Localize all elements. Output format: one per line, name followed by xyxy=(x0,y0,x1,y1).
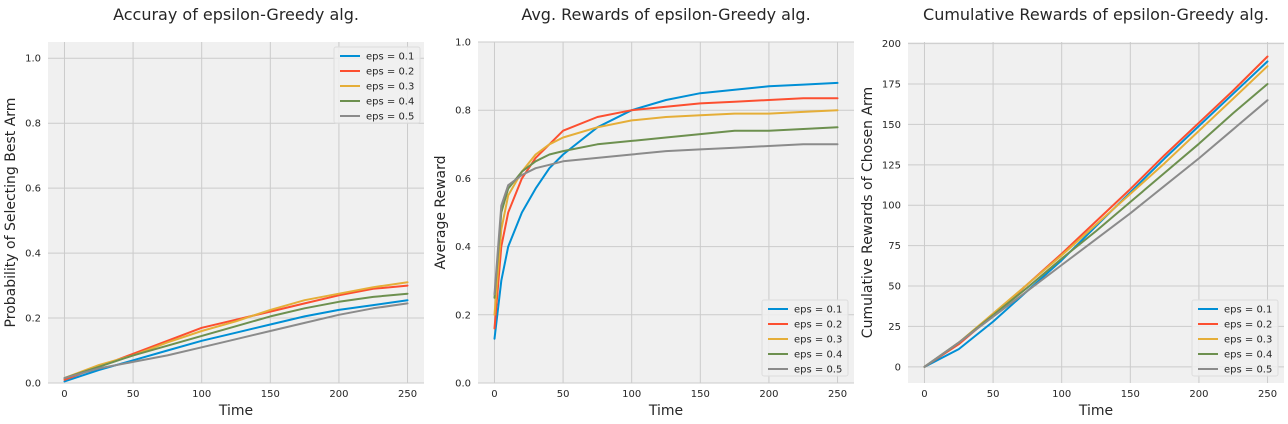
legend-label: eps = 0.5 xyxy=(366,112,414,123)
legend-label: eps = 0.3 xyxy=(794,335,842,346)
y-tick-label: 0.0 xyxy=(455,379,471,390)
legend-box xyxy=(333,46,421,124)
x-tick-label: 250 xyxy=(828,389,847,400)
x-tick-label: 150 xyxy=(261,389,280,400)
y-tick-label: 0.8 xyxy=(25,119,41,130)
legend-label: eps = 0.4 xyxy=(794,350,842,361)
x-tick-label: 250 xyxy=(1258,389,1277,400)
y-tick-label: 0.0 xyxy=(25,379,41,390)
series-line-5 xyxy=(63,302,409,380)
y-tick-label: 125 xyxy=(882,160,901,171)
y-tick-label: 0.4 xyxy=(25,249,41,260)
legend-label: eps = 0.2 xyxy=(794,320,842,331)
y-tick-label: 0.2 xyxy=(25,314,41,325)
chart-title: Accuray of epsilon-Greedy alg. xyxy=(113,5,359,24)
x-tick-label: 200 xyxy=(759,389,778,400)
series-line-4 xyxy=(63,292,409,380)
y-tick-label: 0.2 xyxy=(455,310,471,321)
series-line-2 xyxy=(493,97,839,330)
x-tick-label: 200 xyxy=(329,389,348,400)
y-tick-label: 175 xyxy=(882,80,901,91)
y-tick-label: 25 xyxy=(888,322,901,333)
legend-label: eps = 0.4 xyxy=(1224,350,1272,361)
x-tick-label: 150 xyxy=(1121,389,1140,400)
legend-box xyxy=(1191,299,1279,377)
y-tick-label: 100 xyxy=(882,201,901,212)
y-tick-label: 150 xyxy=(882,120,901,131)
x-tick-label: 100 xyxy=(622,389,641,400)
x-tick-label: 250 xyxy=(398,389,417,400)
x-tick-label: 50 xyxy=(557,389,570,400)
x-tick-label: 0 xyxy=(61,389,67,400)
legend-label: eps = 0.2 xyxy=(1224,320,1272,331)
y-tick-label: 50 xyxy=(888,282,901,293)
legend-label: eps = 0.5 xyxy=(1224,365,1272,376)
legend-label: eps = 0.5 xyxy=(794,365,842,376)
y-tick-label: 0.6 xyxy=(25,184,41,195)
legend-box xyxy=(761,299,849,377)
y-tick-label: 1.0 xyxy=(25,54,41,65)
y-tick-label: 1.0 xyxy=(455,38,471,49)
legend-label: eps = 0.1 xyxy=(366,52,414,63)
x-tick-label: 200 xyxy=(1189,389,1208,400)
legend-label: eps = 0.2 xyxy=(366,67,414,78)
x-tick-label: 50 xyxy=(127,389,140,400)
y-tick-label: 0 xyxy=(895,362,901,373)
x-axis-label: Time xyxy=(648,403,683,419)
series-line-5 xyxy=(923,99,1269,368)
legend-label: eps = 0.1 xyxy=(794,305,842,316)
x-tick-label: 50 xyxy=(987,389,1000,400)
x-tick-label: 0 xyxy=(921,389,927,400)
legend: eps = 0.1 eps = 0.2 eps = 0.3 eps = 0.4 eps … xyxy=(333,46,421,124)
legend-label: eps = 0.1 xyxy=(1224,305,1272,316)
x-tick-label: 0 xyxy=(491,389,497,400)
x-tick-label: 150 xyxy=(691,389,710,400)
series-line-3 xyxy=(493,109,839,316)
legend-label: eps = 0.3 xyxy=(1224,335,1272,346)
legend: eps = 0.1 eps = 0.2 eps = 0.3 eps = 0.4 eps … xyxy=(1191,299,1279,377)
y-tick-label: 0.8 xyxy=(455,106,471,117)
x-axis-label: Time xyxy=(1078,403,1113,419)
chart-title: Avg. Rewards of epsilon-Greedy alg. xyxy=(521,5,810,24)
y-axis-label: Cumulative Rewards of Chosen Arm xyxy=(860,87,876,338)
legend-label: eps = 0.4 xyxy=(366,97,414,108)
y-axis-label: Probability of Selecting Best Arm xyxy=(3,98,19,328)
y-tick-label: 75 xyxy=(888,241,901,252)
x-axis-label: Time xyxy=(218,403,253,419)
x-tick-label: 100 xyxy=(1052,389,1071,400)
legend: eps = 0.1 eps = 0.2 eps = 0.3 eps = 0.4 eps … xyxy=(761,299,849,377)
y-tick-label: 200 xyxy=(882,39,901,50)
y-tick-label: 0.6 xyxy=(455,174,471,185)
chart-panel-2: 0 50 100 150 200 250 0.0 0.2 0.4 0.6 0.8 1.0 Avg. Re… xyxy=(433,5,854,419)
series-line-5 xyxy=(493,143,839,296)
chart-panel-3: 0 50 100 150 200 250 0 25 50 75 100 125 150 175 200 Cum… xyxy=(860,5,1284,419)
y-axis-label: Average Reward xyxy=(433,155,449,269)
chart-panel-1: 0 50 100 150 200 250 0.0 0.2 0.4 0.6 0.8 1.0 Accuray… xyxy=(3,5,424,419)
legend-label: eps = 0.3 xyxy=(366,82,414,93)
y-tick-label: 0.4 xyxy=(455,242,471,253)
chart-title: Cumulative Rewards of epsilon-Greedy alg… xyxy=(923,5,1269,24)
series-line-1 xyxy=(923,60,1269,368)
x-tick-label: 100 xyxy=(192,389,211,400)
